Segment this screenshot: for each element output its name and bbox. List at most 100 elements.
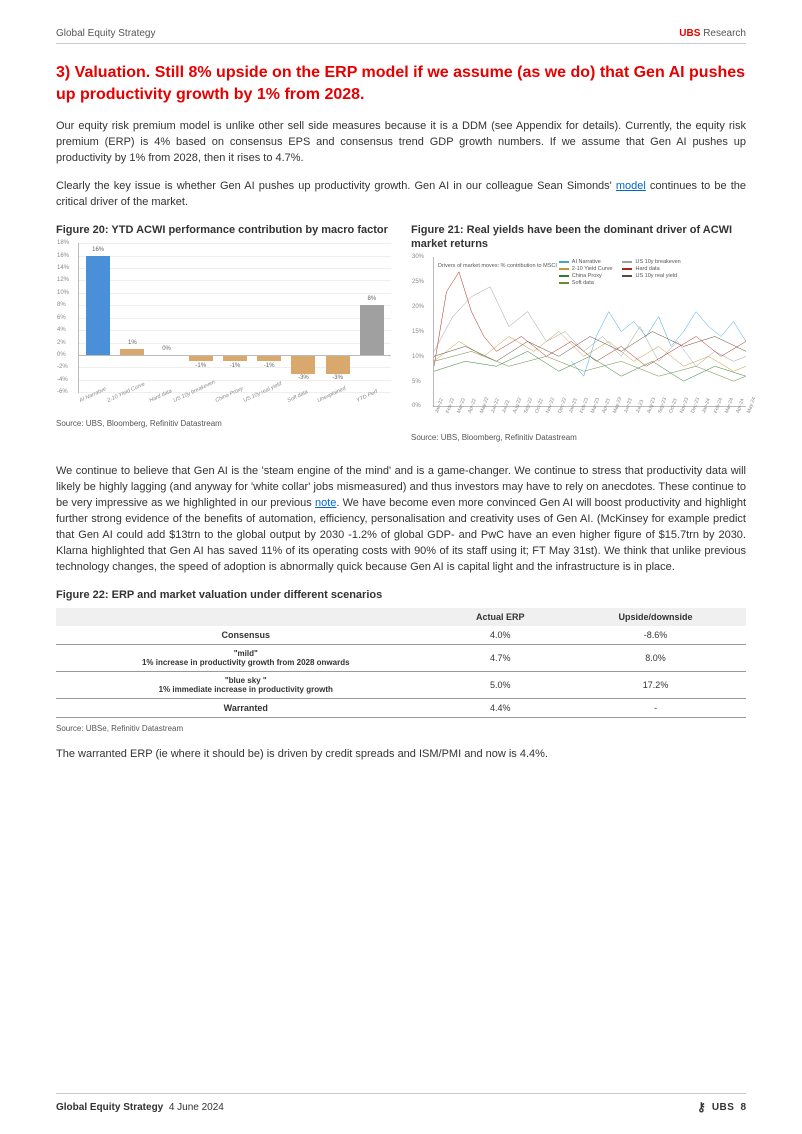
cell-erp: 4.0% <box>436 626 566 645</box>
bar-0: 16%AI Narrative <box>81 243 115 392</box>
line-ytick: 0% <box>412 403 421 409</box>
cell-upside: - <box>565 699 746 718</box>
bar-ytick: 2% <box>57 340 66 346</box>
table-row: "mild"1% increase in productivity growth… <box>56 645 746 672</box>
cell-scenario: "mild"1% increase in productivity growth… <box>56 645 436 672</box>
bar-ytick: -2% <box>57 364 68 370</box>
figure-21: Figure 21: Real yields have been the dom… <box>411 223 746 457</box>
fig20-chart: -6%-4%-2%0%2%4%6%8%10%12%14%16%18%16%AI … <box>56 243 391 413</box>
para2-a: Clearly the key issue is whether Gen AI … <box>56 180 616 192</box>
bar-value-label: 0% <box>162 346 171 352</box>
bar-value-label: -1% <box>195 363 206 369</box>
bar-ytick: -6% <box>57 389 68 395</box>
bar-ytick: -4% <box>57 377 68 383</box>
bar-7: -3%Unexplained <box>321 243 355 392</box>
footer-title: Global Equity Strategy <box>56 1102 163 1113</box>
fig20-source: Source: UBS, Bloomberg, Refinitiv Datast… <box>56 419 391 428</box>
paragraph-3: We continue to believe that Gen AI is th… <box>56 464 746 576</box>
bar-ytick: 8% <box>57 302 66 308</box>
model-link[interactable]: model <box>616 180 646 192</box>
table-row: "blue sky "1% immediate increase in prod… <box>56 672 746 699</box>
cell-scenario: Consensus <box>56 626 436 645</box>
line-ytick: 15% <box>412 329 424 335</box>
line-ytick: 5% <box>412 379 421 385</box>
bar-value-label: -1% <box>230 363 241 369</box>
note-link[interactable]: note <box>315 497 336 509</box>
fig21-chart: Drivers of market moves: % contribution … <box>411 257 746 427</box>
bar-value-label: 1% <box>128 340 137 346</box>
bar-category-label: Unexplained <box>317 386 347 404</box>
table-row: Warranted4.4%- <box>56 699 746 718</box>
col-upside: Upside/downside <box>565 608 746 626</box>
bar-value-label: 8% <box>368 296 377 302</box>
bar-3: -1%US 10y breakeven <box>184 243 218 392</box>
figure-20: Figure 20: YTD ACWI performance contribu… <box>56 223 391 457</box>
series-hard <box>434 272 746 366</box>
cell-scenario: "blue sky "1% immediate increase in prod… <box>56 672 436 699</box>
bar-category-label: China Proxy <box>215 386 245 404</box>
bar-ytick: 6% <box>57 315 66 321</box>
cell-erp: 4.7% <box>436 645 566 672</box>
footer-left: Global Equity Strategy 4 June 2024 <box>56 1102 224 1113</box>
paragraph-2: Clearly the key issue is whether Gen AI … <box>56 179 746 211</box>
series-ai <box>571 312 746 377</box>
fig21-title: Figure 21: Real yields have been the dom… <box>411 223 746 252</box>
ubs-logo: UBS <box>712 1102 735 1113</box>
cell-upside: 17.2% <box>565 672 746 699</box>
bar-6: -3%Soft data <box>286 243 320 392</box>
header-right: UBS Research <box>679 28 746 39</box>
line-ytick: 25% <box>412 279 424 285</box>
bar-2: 0%Hard data <box>149 243 183 392</box>
footer-date: 4 June 2024 <box>166 1102 224 1113</box>
bar-value-label: 16% <box>92 247 104 253</box>
fig21-source: Source: UBS, Bloomberg, Refinitiv Datast… <box>411 433 746 442</box>
bar-ytick: 4% <box>57 327 66 333</box>
paragraph-1: Our equity risk premium model is unlike … <box>56 119 746 167</box>
brand-ubs: UBS <box>679 28 700 39</box>
cell-upside: -8.6% <box>565 626 746 645</box>
bar-5: -1%US 10y real yield <box>252 243 286 392</box>
bar-category-label: YTD Perf <box>355 389 378 404</box>
bar-category-label: AI Narrative <box>78 386 107 404</box>
bar-ytick: 0% <box>57 352 66 358</box>
line-xtick: May-24 <box>746 397 757 415</box>
line-ytick: 10% <box>412 354 424 360</box>
fig20-title: Figure 20: YTD ACWI performance contribu… <box>56 223 391 237</box>
col-erp: Actual ERP <box>436 608 566 626</box>
fig22-title: Figure 22: ERP and market valuation unde… <box>56 588 746 602</box>
header-left: Global Equity Strategy <box>56 28 156 39</box>
bar-1: 1%2-10 Yield Curve <box>115 243 149 392</box>
cell-erp: 5.0% <box>436 672 566 699</box>
bar-value-label: -3% <box>298 375 309 381</box>
section-title: 3) Valuation. Still 8% upside on the ERP… <box>56 62 746 105</box>
bar-value-label: -1% <box>264 363 275 369</box>
col-scenario <box>56 608 436 626</box>
page-number: 8 <box>740 1102 746 1113</box>
page-header: Global Equity Strategy UBS Research <box>56 28 746 44</box>
bar-ytick: 12% <box>57 277 69 283</box>
cell-upside: 8.0% <box>565 645 746 672</box>
bar-4: -1%China Proxy <box>218 243 252 392</box>
bar-8: 8%YTD Perf <box>355 243 389 392</box>
cell-scenario: Warranted <box>56 699 436 718</box>
footer-right: ⚷ UBS 8 <box>697 1100 746 1114</box>
line-ytick: 30% <box>412 254 424 260</box>
table-row: Consensus4.0%-8.6% <box>56 626 746 645</box>
erp-table: Actual ERP Upside/downside Consensus4.0%… <box>56 608 746 718</box>
cell-erp: 4.4% <box>436 699 566 718</box>
paragraph-4: The warranted ERP (ie where it should be… <box>56 747 746 763</box>
bar-ytick: 16% <box>57 253 69 259</box>
line-ytick: 20% <box>412 304 424 310</box>
series-curve <box>434 332 746 372</box>
page-footer: Global Equity Strategy 4 June 2024 ⚷ UBS… <box>56 1093 746 1114</box>
charts-row: Figure 20: YTD ACWI performance contribu… <box>56 223 746 457</box>
bar-category-label: Soft data <box>287 389 310 404</box>
fig22-source: Source: UBSe, Refinitiv Datastream <box>56 724 746 733</box>
bar-ytick: 18% <box>57 240 69 246</box>
header-right-text: Research <box>700 28 746 39</box>
footer-date-text: 4 June 2024 <box>169 1102 224 1113</box>
bar-value-label: -3% <box>332 375 343 381</box>
bar-category-label: Hard data <box>149 388 173 404</box>
table-header-row: Actual ERP Upside/downside <box>56 608 746 626</box>
bar-ytick: 14% <box>57 265 69 271</box>
